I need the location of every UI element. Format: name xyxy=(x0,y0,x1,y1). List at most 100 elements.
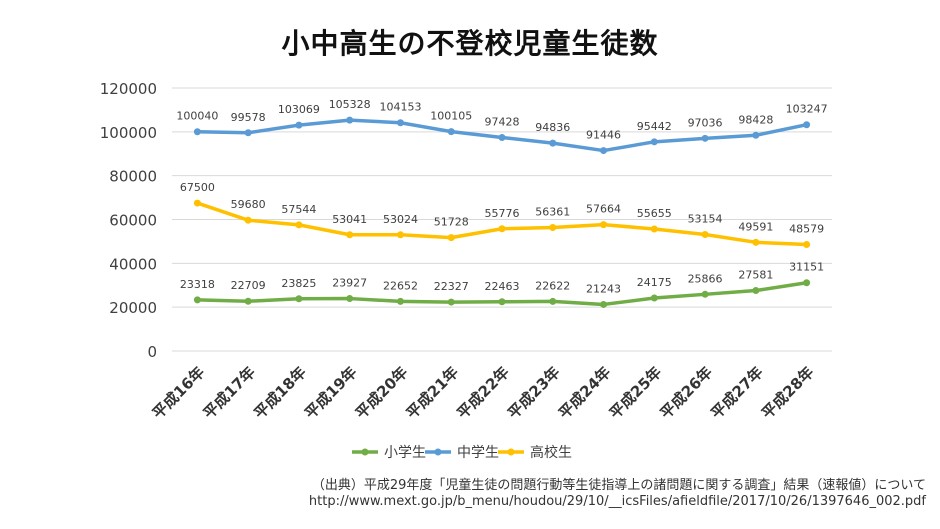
data-label: 22327 xyxy=(434,280,469,293)
data-label: 53024 xyxy=(383,213,418,226)
data-label: 21243 xyxy=(586,282,621,295)
data-label: 57544 xyxy=(281,203,316,216)
data-label: 22622 xyxy=(535,279,570,292)
data-label: 104153 xyxy=(379,101,421,114)
data-label: 23927 xyxy=(332,277,367,290)
legend: 小学生 中学生 高校生 xyxy=(352,444,572,461)
data-label: 59680 xyxy=(231,198,266,211)
data-point xyxy=(193,128,201,136)
data-label: 51728 xyxy=(434,216,469,229)
data-point xyxy=(600,221,608,229)
data-point xyxy=(346,231,354,239)
data-label: 57664 xyxy=(586,203,621,216)
data-labels: 23318 22709 23825 23927 22652 22327 22463 22622… xyxy=(176,98,827,295)
legend-label: 小学生 xyxy=(384,445,426,461)
x-tick-label: 平成28年 xyxy=(758,363,817,422)
data-label: 53154 xyxy=(688,213,723,226)
data-label: 91446 xyxy=(586,129,621,142)
y-tick-label: 100000 xyxy=(100,124,157,142)
data-label: 22652 xyxy=(383,279,418,292)
data-point xyxy=(396,119,404,127)
series-lines xyxy=(193,116,811,308)
data-point xyxy=(803,241,811,249)
data-point xyxy=(447,234,455,242)
x-tick-label: 平成25年 xyxy=(606,363,665,422)
data-point xyxy=(650,294,658,302)
x-tick-label: 平成21年 xyxy=(403,363,462,422)
source-citation: （出典）平成29年度「児童生徒の問題行動等生徒指導上の諸問題に関する調査」結果（… xyxy=(311,478,926,493)
data-label: 27581 xyxy=(738,269,773,282)
y-tick-label: 80000 xyxy=(109,168,157,186)
legend-label: 中学生 xyxy=(457,445,499,461)
legend-swatch-marker xyxy=(507,448,515,456)
data-point xyxy=(295,295,303,303)
data-label: 49591 xyxy=(738,220,773,233)
data-point xyxy=(701,290,709,298)
data-point xyxy=(498,225,506,233)
x-tick-label: 平成17年 xyxy=(200,363,259,422)
data-label: 24175 xyxy=(637,276,672,289)
chart-title: 小中高生の不登校児童生徒数 xyxy=(281,27,659,60)
x-tick-label: 平成22年 xyxy=(454,363,513,422)
data-point xyxy=(447,128,455,136)
data-label: 94836 xyxy=(535,121,570,134)
data-point xyxy=(447,298,455,306)
y-tick-label: 0 xyxy=(147,343,157,361)
data-label: 97036 xyxy=(688,116,723,129)
legend-label: 高校生 xyxy=(530,444,572,461)
data-label: 56361 xyxy=(535,205,570,218)
data-point xyxy=(346,295,354,303)
data-point xyxy=(701,231,709,239)
x-tick-label: 平成27年 xyxy=(707,363,766,422)
data-point xyxy=(650,138,658,146)
data-point xyxy=(549,297,557,305)
data-label: 95442 xyxy=(637,120,672,133)
y-tick-label: 60000 xyxy=(109,212,157,230)
x-axis-ticks: 平成16年平成17年平成18年平成19年平成20年平成21年平成22年平成23年… xyxy=(149,363,818,422)
data-point xyxy=(803,279,811,287)
data-label: 25866 xyxy=(688,272,723,285)
data-label: 67500 xyxy=(180,181,215,194)
data-point xyxy=(752,238,760,246)
data-point xyxy=(549,139,557,147)
legend-swatch-marker xyxy=(434,448,442,456)
legend-swatch-marker xyxy=(361,448,369,456)
x-tick-label: 平成20年 xyxy=(352,363,411,422)
y-tick-label: 40000 xyxy=(109,255,157,273)
data-label: 105328 xyxy=(329,98,371,111)
data-point xyxy=(396,297,404,305)
data-label: 55776 xyxy=(485,207,520,220)
data-label: 97428 xyxy=(485,115,520,128)
data-label: 55655 xyxy=(637,207,672,220)
x-tick-label: 平成26年 xyxy=(657,363,716,422)
data-label: 99578 xyxy=(231,111,266,124)
data-label: 22709 xyxy=(231,279,266,292)
x-tick-label: 平成24年 xyxy=(555,363,614,422)
data-point xyxy=(701,134,709,142)
data-label: 100040 xyxy=(176,110,218,123)
data-point xyxy=(498,133,506,141)
data-point xyxy=(295,121,303,129)
data-point xyxy=(752,287,760,295)
x-tick-label: 平成19年 xyxy=(301,363,360,422)
data-label: 103069 xyxy=(278,103,320,116)
data-label: 98428 xyxy=(738,113,773,126)
data-label: 48579 xyxy=(789,223,824,236)
data-point xyxy=(295,221,303,229)
data-point xyxy=(396,231,404,239)
data-label: 23318 xyxy=(180,278,215,291)
data-label: 22463 xyxy=(485,280,520,293)
data-label: 23825 xyxy=(281,277,316,290)
data-label: 103247 xyxy=(786,103,828,116)
data-label: 53041 xyxy=(332,213,367,226)
y-tick-label: 120000 xyxy=(100,80,157,98)
y-axis-ticks: 0 20000 40000 60000 80000 100000 120000 xyxy=(100,80,157,361)
data-point xyxy=(752,131,760,139)
data-label: 31151 xyxy=(789,261,824,274)
data-point xyxy=(803,121,811,129)
gridlines xyxy=(172,87,832,352)
data-point xyxy=(549,223,557,231)
data-point xyxy=(193,296,201,304)
x-tick-label: 平成18年 xyxy=(250,363,309,422)
data-point xyxy=(244,216,252,224)
